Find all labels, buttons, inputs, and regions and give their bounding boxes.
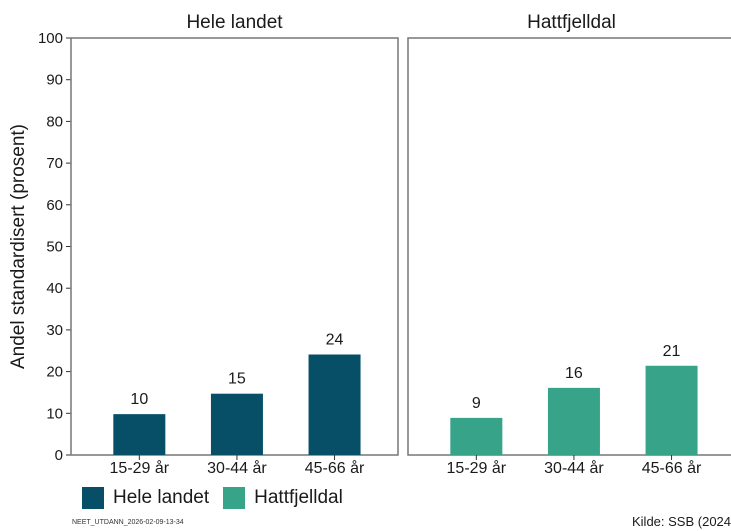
x-tick-label: 45-66 år [642, 459, 702, 477]
y-tick-label: 70 [46, 155, 63, 172]
bar [547, 387, 600, 455]
panel-title: Hattfjelldal [527, 12, 616, 33]
legend-item-hattfjelldal: Hattfjelldal [223, 487, 343, 509]
data-label: 10 [130, 391, 148, 408]
y-tick-label: 20 [46, 364, 63, 381]
y-tick-label: 60 [46, 197, 63, 214]
y-tick-label: 10 [46, 405, 63, 422]
y-tick-label: 100 [38, 30, 63, 47]
bar [113, 414, 166, 455]
y-tick-label: 50 [46, 239, 63, 256]
y-tick-label: 0 [55, 447, 63, 464]
x-tick-label: 30-44 år [207, 459, 267, 477]
x-tick-label: 30-44 år [544, 459, 604, 477]
legend-label-hele-landet: Hele landet [113, 487, 210, 508]
bar [645, 365, 698, 455]
y-tick-label: 80 [46, 113, 63, 130]
data-label: 16 [565, 365, 583, 382]
chart-id-text: NEET_UTDANN_2026-02-09-13-34 [72, 519, 184, 526]
data-label: 15 [228, 371, 246, 388]
legend-swatch-hattfjelldal [223, 487, 246, 509]
y-tick-label: 30 [46, 322, 63, 339]
source-text: Kilde: SSB (2024 [632, 514, 731, 529]
y-tick-label: 40 [46, 280, 63, 297]
x-tick-label: 15-29 år [447, 459, 507, 477]
legend-swatch-hele-landet [82, 487, 104, 509]
bar [210, 393, 263, 455]
x-tick-label: 15-29 år [110, 459, 170, 477]
legend: Hele landet Hattfjelldal [82, 487, 357, 509]
legend-label-hattfjelldal: Hattfjelldal [254, 487, 343, 508]
data-label: 21 [663, 343, 681, 360]
legend-item-hele-landet: Hele landet [82, 487, 209, 509]
data-label: 24 [326, 332, 344, 349]
bar [450, 417, 503, 455]
data-label: 9 [472, 395, 481, 412]
bar [308, 354, 361, 455]
panel-title: Hele landet [186, 12, 283, 33]
y-axis-title: Andel standardisert (prosent) [8, 124, 29, 369]
y-tick-label: 90 [46, 72, 63, 89]
x-tick-label: 45-66 år [305, 459, 365, 477]
